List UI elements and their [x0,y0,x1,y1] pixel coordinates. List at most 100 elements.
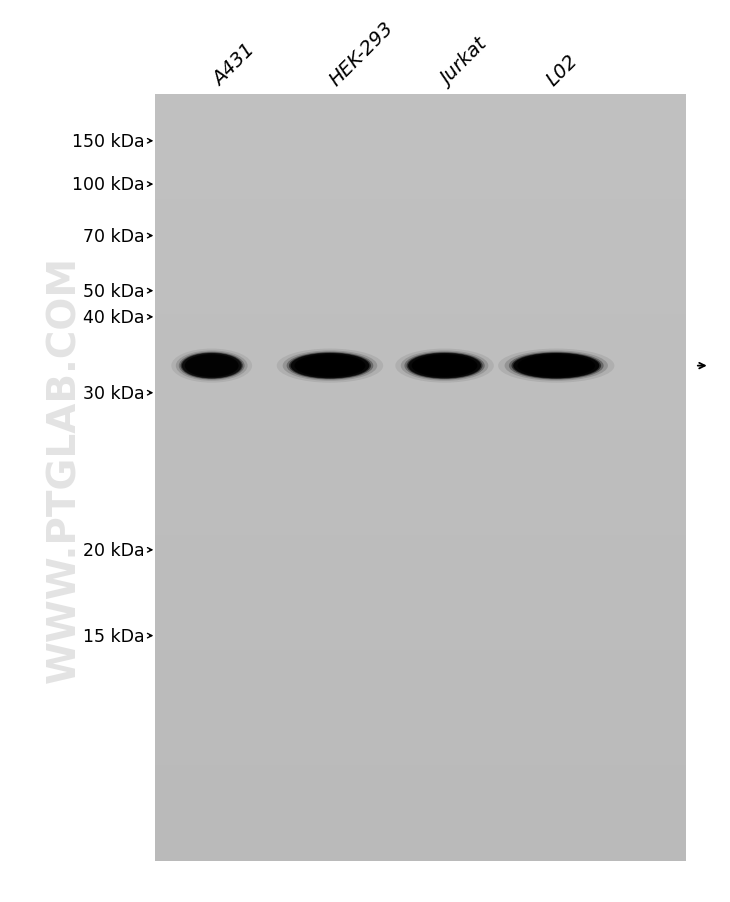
Ellipse shape [283,351,377,382]
Text: 50 kDa: 50 kDa [83,282,145,300]
Bar [155,449,686,459]
Bar [155,133,686,143]
Text: L02: L02 [543,51,582,90]
Bar [155,526,686,536]
Bar [155,804,686,814]
Bar [155,258,686,267]
Ellipse shape [407,353,483,380]
Bar [155,718,686,727]
Ellipse shape [179,353,245,380]
Bar [155,267,686,277]
Bar [155,851,686,861]
Bar [155,373,686,382]
Ellipse shape [289,353,371,380]
Text: 20 kDa: 20 kDa [83,541,145,559]
Bar [155,95,686,105]
Bar [155,574,686,584]
Text: A431: A431 [210,41,258,90]
Bar [155,795,686,804]
Bar [155,296,686,306]
Bar [155,641,686,650]
Bar [155,363,686,373]
Bar [155,842,686,851]
Bar [155,603,686,612]
Bar [155,669,686,679]
Bar [155,507,686,516]
Text: 40 kDa: 40 kDa [83,308,145,327]
Bar [155,689,686,698]
Bar [155,238,686,248]
Bar [155,248,686,258]
Bar [155,612,686,621]
Bar [155,555,686,565]
Bar [155,315,686,325]
Bar [155,354,686,363]
Bar [155,814,686,823]
Ellipse shape [291,354,369,379]
Ellipse shape [401,351,488,382]
Bar [155,200,686,210]
Bar [155,823,686,833]
Ellipse shape [287,353,373,380]
Bar [155,631,686,641]
Bar [155,650,686,660]
Ellipse shape [509,353,604,380]
Bar [155,181,686,190]
Bar [155,229,686,238]
Bar [155,536,686,545]
Bar [155,679,686,689]
Bar [155,382,686,391]
Bar [155,698,686,708]
Bar [155,747,686,756]
Bar [155,766,686,775]
Bar [155,344,686,354]
Bar [155,420,686,430]
Text: WWW.PTGLAB.COM: WWW.PTGLAB.COM [45,255,83,683]
Ellipse shape [408,354,481,379]
Bar [155,124,686,133]
Ellipse shape [396,349,493,383]
Bar [155,660,686,669]
Text: 150 kDa: 150 kDa [72,133,145,151]
Bar [155,497,686,507]
Ellipse shape [176,351,247,382]
Ellipse shape [172,349,252,383]
Bar [155,621,686,631]
Text: 15 kDa: 15 kDa [83,627,145,645]
Bar [155,756,686,766]
Bar [155,545,686,555]
Bar [155,727,686,737]
Bar [155,785,686,795]
Bar [155,391,686,401]
Bar [155,594,686,603]
Bar [155,171,686,181]
Bar [155,708,686,718]
Ellipse shape [412,354,477,378]
Ellipse shape [404,353,485,380]
Bar [155,219,686,229]
Ellipse shape [277,349,383,383]
Bar [155,335,686,344]
Bar [155,325,686,335]
Text: HEK-293: HEK-293 [326,19,397,90]
Ellipse shape [512,353,601,380]
Bar [155,468,686,478]
Bar [155,488,686,497]
Bar [155,833,686,842]
Bar [155,306,686,315]
Ellipse shape [294,354,366,378]
Bar [155,114,686,124]
Bar [155,440,686,449]
Bar [155,161,686,171]
Bar [155,209,686,219]
Bar [155,286,686,296]
Bar [155,430,686,439]
Bar [155,459,686,468]
Bar [155,152,686,161]
Bar [155,478,686,488]
Ellipse shape [518,354,595,378]
Text: 70 kDa: 70 kDa [83,227,145,245]
Bar [155,775,686,785]
Ellipse shape [185,354,239,378]
Bar [155,190,686,200]
